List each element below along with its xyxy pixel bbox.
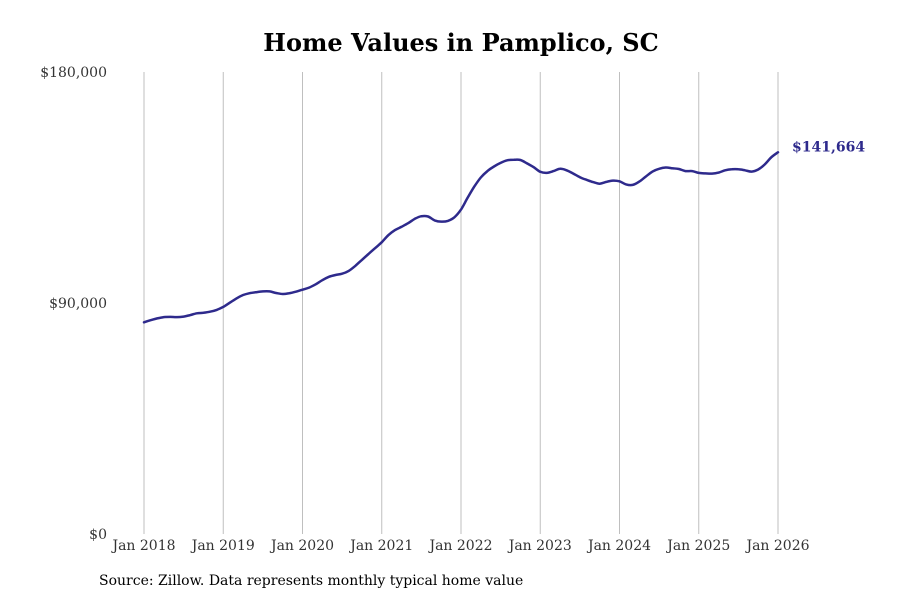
series-group: $141,664 xyxy=(142,139,865,324)
x-tick-label: Jan 2019 xyxy=(190,538,255,554)
x-tick-label: Jan 2026 xyxy=(744,538,809,554)
x-axis: Jan 2018 Jan 2019 Jan 2020 Jan 2021 Jan 2022… xyxy=(110,538,809,554)
y-tick-label: $0 xyxy=(89,527,107,543)
y-tick-label: $180,000 xyxy=(40,65,107,81)
source-note: Source: Zillow. Data represents monthly … xyxy=(99,573,524,589)
y-tick-label: $90,000 xyxy=(49,296,107,312)
x-tick-label: Jan 2021 xyxy=(348,538,413,554)
x-tick-label: Jan 2023 xyxy=(507,538,572,554)
y-axis: $0 $90,000 $180,000 xyxy=(40,65,107,543)
chart-title: Home Values in Pamplico, SC xyxy=(263,28,658,57)
x-tick-label: Jan 2024 xyxy=(586,538,651,554)
x-tick-label: Jan 2025 xyxy=(665,538,730,554)
x-tick-label: Jan 2022 xyxy=(427,538,492,554)
end-value-label: $141,664 xyxy=(792,139,865,155)
x-tick-label: Jan 2020 xyxy=(269,538,334,554)
series-line xyxy=(142,151,780,324)
gridlines xyxy=(143,72,779,534)
x-tick-label: Jan 2018 xyxy=(110,538,175,554)
